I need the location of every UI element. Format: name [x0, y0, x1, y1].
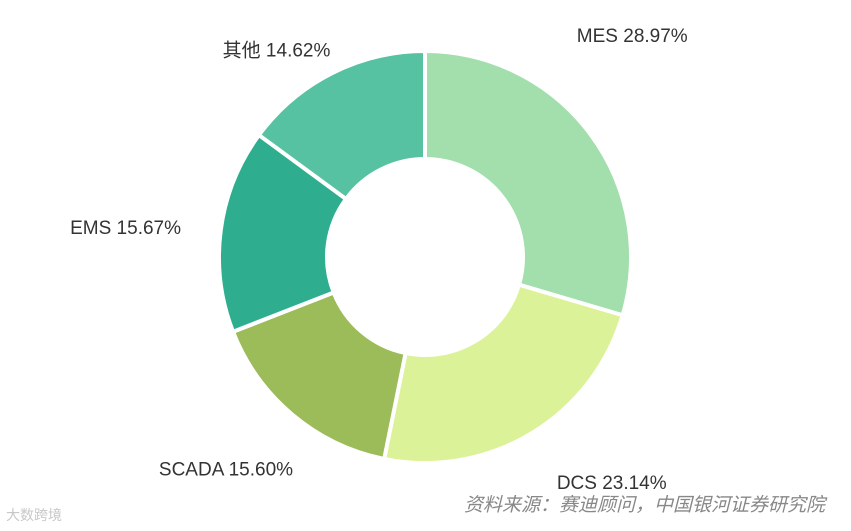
slice-3: [231, 290, 408, 461]
watermark: 大数跨境: [6, 508, 62, 524]
slice-2: [382, 282, 625, 465]
slice-label-5: 其他 14.62%: [223, 39, 331, 61]
slice-label-1: MES 28.97%: [577, 26, 688, 47]
slice-label-2: DCS 23.14%: [557, 473, 667, 494]
slice-labels: MES 28.97% DCS 23.14% SCADA 15.60% EMS 15.6…: [70, 26, 688, 494]
slice-label-4: EMS 15.67%: [70, 218, 181, 239]
donut-slices: [217, 49, 633, 465]
slice-1: [423, 49, 633, 318]
source-note: 资料来源：赛迪顾问，中国银河证券研究院: [463, 494, 825, 516]
slice-label-3: SCADA 15.60%: [159, 460, 293, 481]
slice-5: [256, 49, 427, 201]
slice-4: [217, 133, 349, 334]
